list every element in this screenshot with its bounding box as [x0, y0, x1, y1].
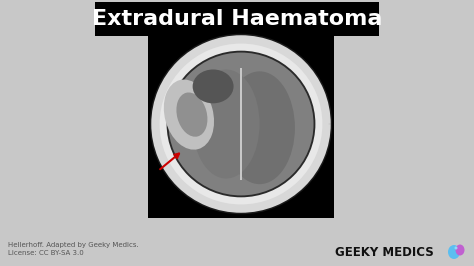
Text: GEEKY MEDICS: GEEKY MEDICS — [335, 246, 434, 259]
Ellipse shape — [455, 247, 457, 250]
Ellipse shape — [192, 69, 234, 103]
Bar — [148, 30, 334, 218]
Ellipse shape — [150, 34, 332, 214]
Ellipse shape — [168, 53, 313, 196]
Text: Hellerhoff. Adapted by Geeky Medics.
License: CC BY-SA 3.0: Hellerhoff. Adapted by Geeky Medics. Lic… — [8, 242, 139, 256]
Bar — [240, 68, 242, 180]
Ellipse shape — [192, 69, 260, 178]
Ellipse shape — [224, 71, 295, 184]
Ellipse shape — [448, 245, 460, 259]
Ellipse shape — [456, 244, 465, 256]
Text: Extradural Haematoma: Extradural Haematoma — [92, 9, 382, 29]
Bar — [95, 2, 379, 36]
Ellipse shape — [166, 51, 315, 197]
Ellipse shape — [154, 38, 328, 210]
Ellipse shape — [164, 80, 214, 150]
Ellipse shape — [176, 93, 208, 137]
